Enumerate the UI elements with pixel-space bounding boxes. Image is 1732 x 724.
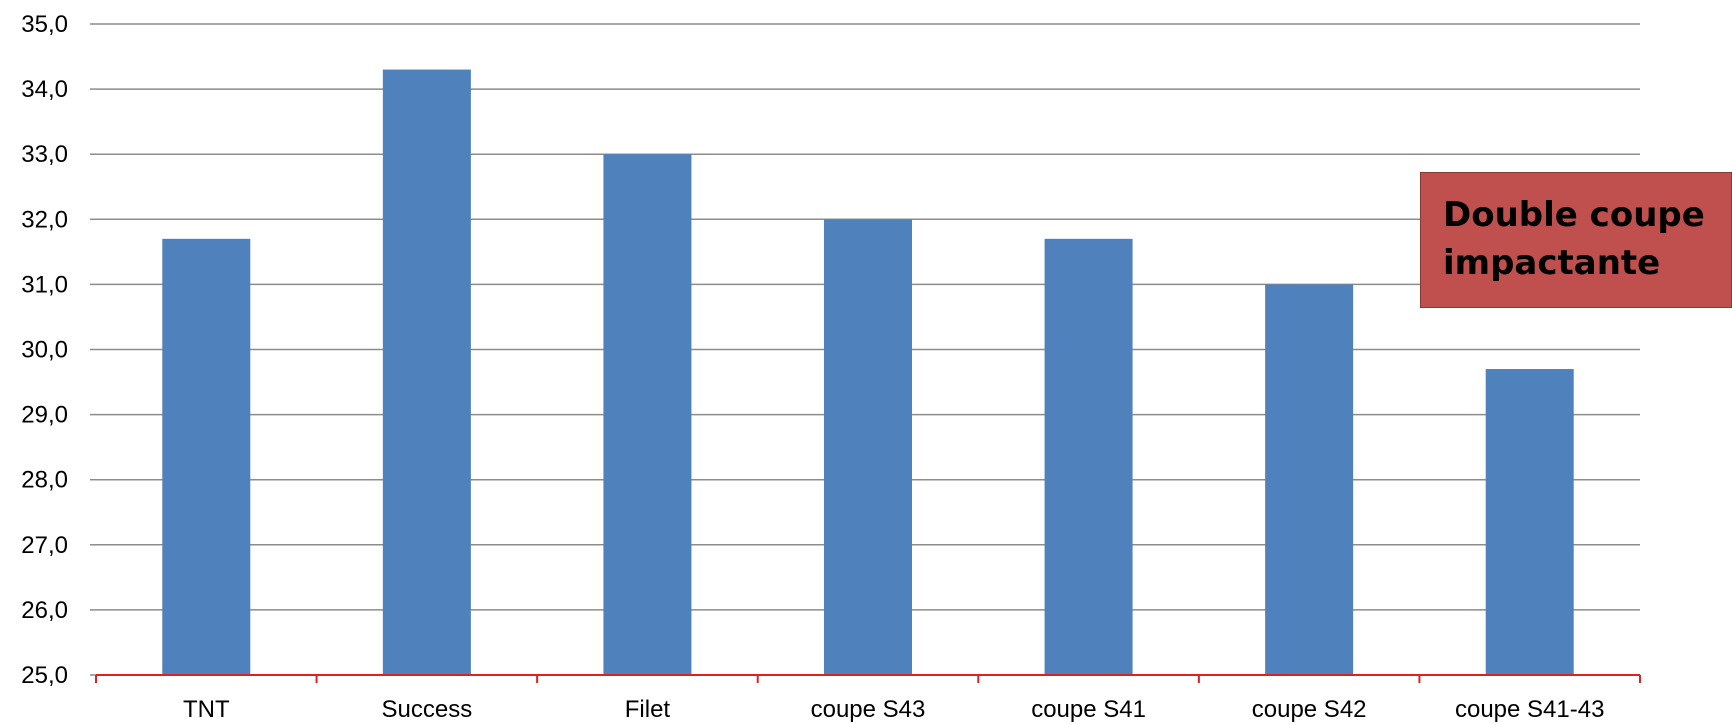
bar xyxy=(1485,369,1574,675)
bar xyxy=(162,238,251,675)
x-category-label: coupe S43 xyxy=(811,696,926,723)
x-category-label: coupe S41 xyxy=(1031,696,1146,723)
bars xyxy=(162,69,1574,676)
y-tick-label: 27,0 xyxy=(21,532,68,559)
y-tick-label: 25,0 xyxy=(21,662,68,689)
bar xyxy=(1044,238,1133,675)
y-tick-label: 26,0 xyxy=(21,597,68,624)
y-tick-label: 30,0 xyxy=(21,337,68,364)
x-category-label: coupe S42 xyxy=(1252,696,1367,723)
bar xyxy=(824,219,912,676)
x-category-label: Success xyxy=(382,696,473,723)
y-tick-label: 31,0 xyxy=(21,271,68,298)
y-tick-label: 32,0 xyxy=(21,206,68,233)
y-tick-label: 33,0 xyxy=(21,141,68,168)
bar xyxy=(603,154,692,675)
y-axis-tick-labels: 25,0 26,0 27,0 28,0 29,0 30,0 31,0 32,0 33,0 34,0… xyxy=(21,11,68,689)
y-tick-label: 29,0 xyxy=(21,402,68,429)
annotation-callout: Double coupe impactante xyxy=(1420,172,1732,308)
x-category-label: coupe S41-43 xyxy=(1455,696,1604,723)
y-tick-label: 34,0 xyxy=(21,76,68,103)
bar xyxy=(1265,284,1354,675)
y-tick-label: 35,0 xyxy=(21,11,68,38)
x-category-label: TNT xyxy=(183,696,230,723)
y-tick-label: 28,0 xyxy=(21,467,68,494)
bar xyxy=(382,69,471,675)
x-category-label: Filet xyxy=(625,696,671,723)
x-axis-category-labels: TNT Success Filet coupe S43 coupe S41 coupe S… xyxy=(183,696,1604,723)
x-axis xyxy=(95,674,1641,683)
